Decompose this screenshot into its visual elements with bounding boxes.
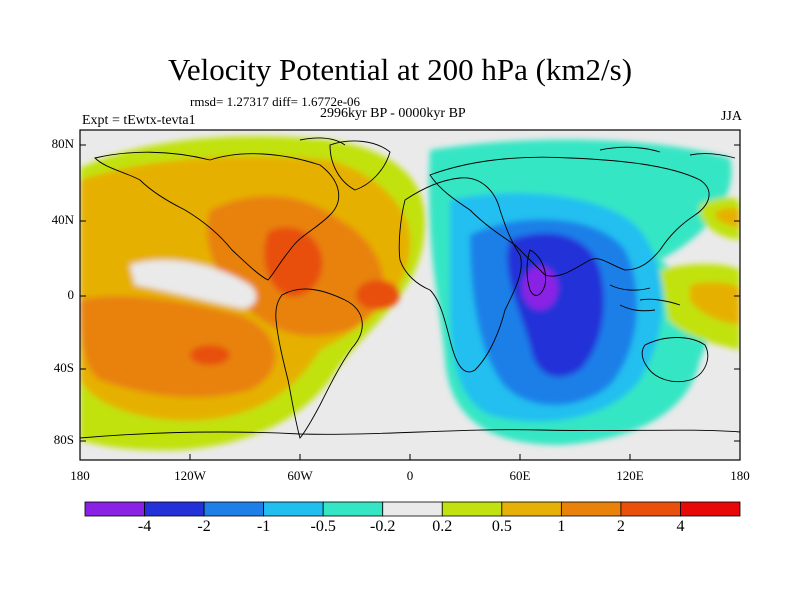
y-tick-0: 0 [67,287,75,302]
x-tick-60e: 60E [509,468,531,483]
y-tick-80s: 80S [53,432,74,447]
colorbar-label: -1 [256,518,271,535]
colorbar-label: 0.5 [491,518,512,535]
colorbar-swatch-5 [382,501,443,517]
coastlines [80,137,740,439]
colorbar-swatch-4 [322,501,384,517]
contour-fill-layer [80,130,740,460]
colorbar-label: -0.5 [310,518,336,535]
colorbar-swatch-2 [203,501,265,517]
southeast-asia-islands [609,284,681,312]
greenland-coast [329,140,391,191]
colorbar-swatch-10 [680,501,741,517]
period-label: 2996kyr BP - 0000kyr BP [320,106,466,121]
map-title: Velocity Potential at 200 hPa (km2/s) [167,52,633,87]
colorbar-swatch-3 [263,501,324,517]
eurasia-coast [429,156,710,277]
positive-region-2c [190,345,230,365]
europe-africa-coast [398,177,522,373]
x-tick-60w: 60W [287,468,313,483]
x-tick-120e: 120E [616,468,644,483]
colorbar-swatch-1 [144,501,205,517]
australia-coast [641,337,709,383]
colorbar-label: 0.2 [432,518,453,535]
positive-region-2b [356,280,400,310]
colorbar-swatch-0 [84,501,145,517]
negative-region-4 [522,266,558,310]
x-tick-180e: 180 [730,468,750,483]
positive-region-wpac-05 [690,282,740,325]
colorbar-swatch-7 [501,501,562,517]
colorbar-label: 2 [616,518,625,535]
north-america-coast [94,151,340,281]
x-tick-180w: 180 [70,468,90,483]
colorbar-swatch-6 [441,501,503,517]
colorbar-label: -4 [137,518,152,535]
y-tick-40n: 40N [51,212,74,227]
colorbar-label: -0.2 [370,518,396,535]
colorbar-label: 4 [676,518,685,535]
neutral-band [130,260,257,309]
colorbar [84,501,741,517]
axis-ticks [79,144,741,460]
experiment-label: Expt = tEwtx-tevta1 [82,113,196,128]
colorbar-swatch-8 [560,501,622,517]
x-tick-120w: 120W [174,468,206,483]
positive-region-npac-05 [715,207,740,228]
positive-region-2 [264,227,323,297]
india-coast [526,249,547,296]
antarctica-coast [80,429,740,439]
season-label: JJA [720,109,742,124]
positive-region-1b [80,295,276,398]
y-tick-80n: 80N [51,136,74,151]
colorbar-label: 1 [557,518,566,535]
x-tick-0: 0 [406,468,414,483]
south-america-coast [275,288,363,439]
y-tick-40s: 40S [53,360,74,375]
stats-label: rmsd= 1.27317 diff= 1.6772e-06 [190,94,361,109]
colorbar-label: -2 [197,518,211,535]
arctic-islands [299,137,736,159]
colorbar-swatch-9 [620,501,681,517]
